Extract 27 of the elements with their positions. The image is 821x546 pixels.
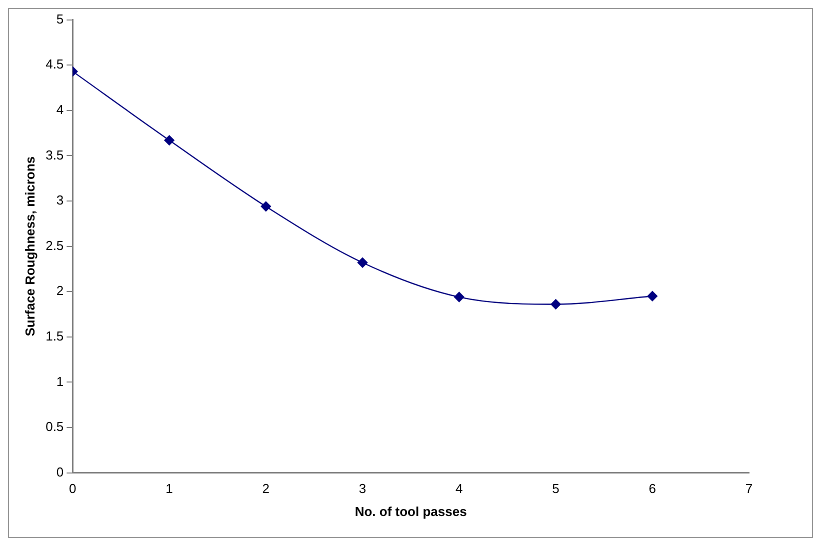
x-tick-label: 0 [69, 481, 76, 496]
y-tick-label: 3.5 [46, 147, 64, 162]
point [647, 291, 658, 302]
x-tick-label: 4 [456, 481, 463, 496]
y-tick-label: 4.5 [46, 56, 64, 72]
y-tick-label: 3 [56, 192, 64, 208]
y-tick-label: 2.5 [46, 238, 64, 253]
point [260, 201, 272, 212]
x-tick-label: 2 [262, 481, 270, 496]
x-tick-label: 7 [745, 481, 753, 496]
point [454, 292, 464, 302]
y-tick-label: 2 [56, 283, 64, 298]
point [164, 135, 174, 146]
y-tick-label: 1 [56, 374, 64, 389]
y-axis-title: Surface Roughness, microns [22, 156, 38, 336]
x-tick-label: 3 [358, 481, 366, 496]
x-tick-label: 5 [552, 481, 560, 496]
y-tick-label: 0.5 [46, 419, 64, 434]
point [550, 299, 561, 310]
y-tick-label: 0 [56, 464, 64, 480]
y-tick-label: 1.5 [46, 328, 64, 344]
point [357, 258, 368, 268]
x-axis-title: No. of tool passes [354, 504, 467, 519]
x-tick-label: 1 [166, 481, 173, 496]
x-tick-label: 6 [648, 481, 656, 496]
y-tick-label: 5 [56, 11, 64, 26]
y-tick-label: 4 [56, 102, 64, 117]
